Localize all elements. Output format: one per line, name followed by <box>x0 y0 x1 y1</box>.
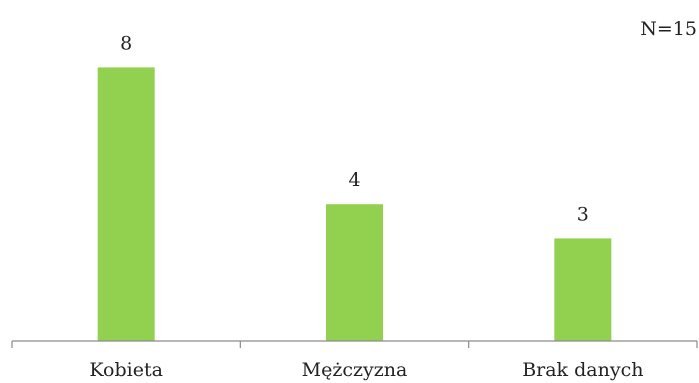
value-labels-group: 8 4 3 <box>120 32 589 225</box>
category-label: Brak danych <box>522 359 643 381</box>
data-label: 8 <box>120 32 132 54</box>
bar-1 <box>97 67 155 342</box>
category-label: Mężczyzna <box>302 359 408 381</box>
category-label: Kobieta <box>89 359 163 381</box>
sample-size-note: N=15 <box>640 18 697 40</box>
category-labels-group: Kobieta Mężczyzna Brak danych <box>89 359 643 381</box>
bars-group <box>97 67 612 342</box>
data-label: 3 <box>577 203 589 225</box>
data-label: 4 <box>348 169 360 191</box>
bar-2 <box>326 204 383 341</box>
bar-3 <box>554 238 612 341</box>
x-axis <box>11 340 698 348</box>
